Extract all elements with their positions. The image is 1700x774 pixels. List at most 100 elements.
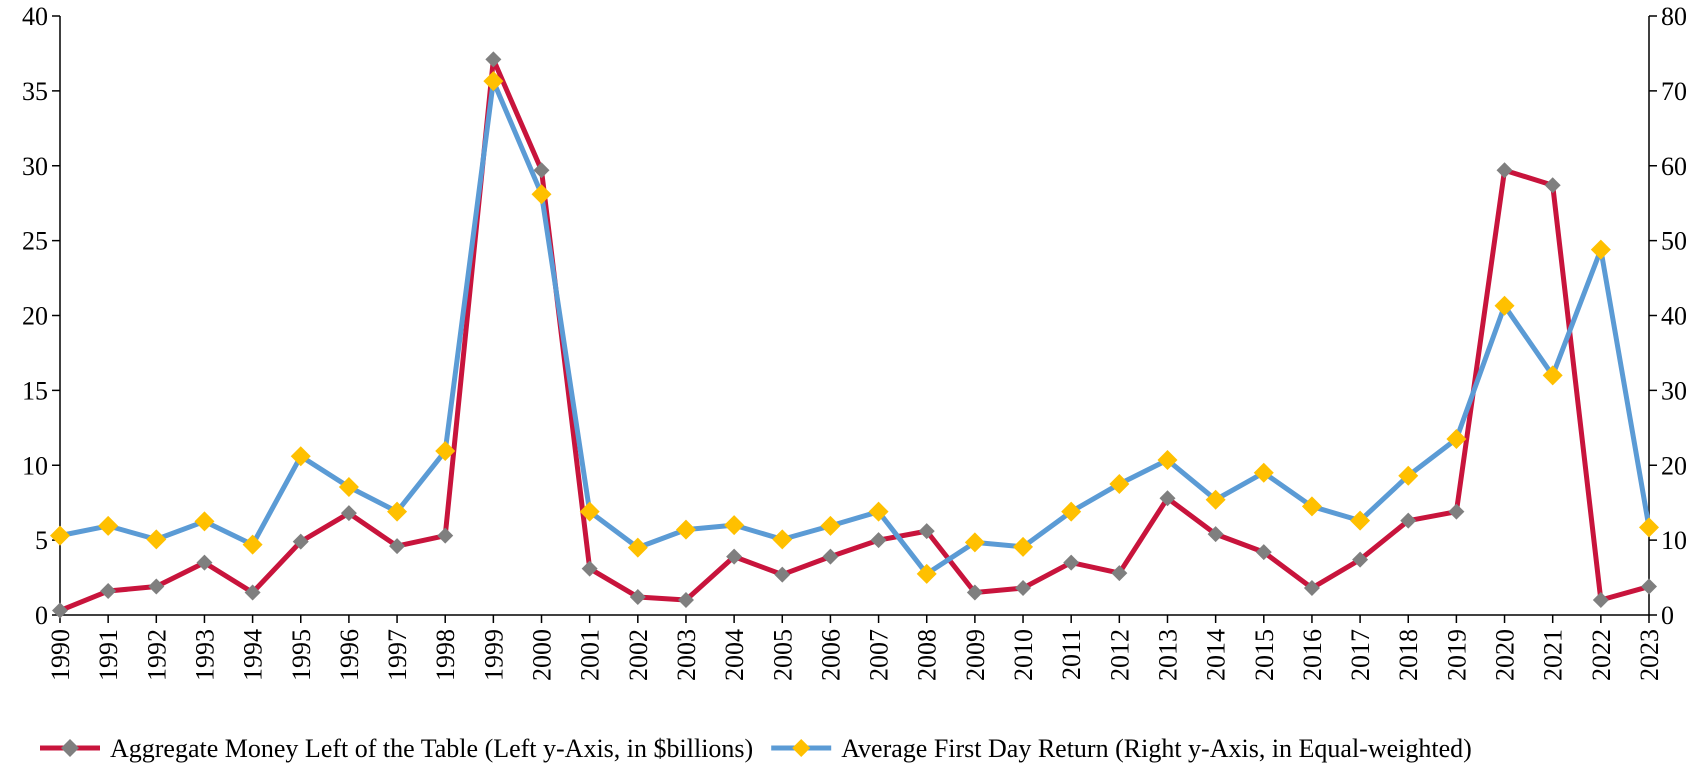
- y-tick-label: 20: [22, 302, 48, 331]
- legend-marker: [61, 739, 79, 757]
- y2-tick-label: 30: [1661, 376, 1687, 405]
- legend-label: Aggregate Money Left of the Table (Left …: [110, 734, 753, 763]
- legend-item: Aggregate Money Left of the Table (Left …: [40, 734, 753, 763]
- x-tick-label: 2010: [1009, 629, 1038, 681]
- series-marker: [1592, 592, 1609, 609]
- series-marker: [194, 511, 215, 532]
- series-marker: [1159, 490, 1176, 507]
- series-marker: [290, 446, 311, 467]
- x-tick-label: 2006: [816, 629, 845, 681]
- series-marker: [1015, 580, 1032, 597]
- series-marker: [1494, 295, 1515, 316]
- series-marker: [146, 529, 167, 550]
- series-marker: [964, 532, 985, 553]
- x-tick-label: 1994: [239, 629, 268, 681]
- y-tick-label: 10: [22, 451, 48, 480]
- series-marker: [1205, 489, 1226, 510]
- x-tick-label: 1997: [383, 629, 412, 681]
- x-tick-label: 2022: [1587, 629, 1616, 681]
- series-marker: [1398, 465, 1419, 486]
- legend-label: Average First Day Return (Right y-Axis, …: [841, 734, 1472, 763]
- x-tick-label: 2023: [1635, 629, 1664, 681]
- x-tick-label: 1993: [190, 629, 219, 681]
- series-marker: [822, 548, 839, 565]
- y-tick-label: 15: [22, 376, 48, 405]
- x-tick-label: 1992: [142, 629, 171, 681]
- x-tick-label: 1999: [479, 629, 508, 681]
- y2-tick-label: 20: [1661, 451, 1687, 480]
- series-marker: [1350, 510, 1371, 531]
- x-tick-label: 2007: [865, 629, 894, 681]
- x-tick-label: 1998: [431, 629, 460, 681]
- series-marker: [724, 515, 745, 536]
- y2-tick-label: 70: [1661, 77, 1687, 106]
- series-marker: [1542, 365, 1563, 386]
- legend-marker: [792, 739, 811, 757]
- x-tick-label: 2021: [1539, 629, 1568, 681]
- series-marker: [1109, 473, 1130, 494]
- y2-tick-label: 10: [1661, 526, 1687, 555]
- x-tick-label: 1990: [46, 629, 75, 681]
- series-marker: [726, 548, 743, 565]
- series-marker: [820, 515, 841, 536]
- series-marker: [292, 533, 309, 550]
- x-tick-label: 2004: [720, 629, 749, 681]
- y-tick-label: 25: [22, 227, 48, 256]
- series-marker: [387, 501, 408, 522]
- y2-tick-label: 40: [1661, 302, 1687, 331]
- x-tick-label: 2008: [913, 629, 942, 681]
- series-marker: [1157, 450, 1178, 471]
- x-tick-label: 2001: [576, 629, 605, 681]
- y-tick-label: 35: [22, 77, 48, 106]
- x-tick-label: 2005: [768, 629, 797, 681]
- series-marker: [868, 501, 889, 522]
- series-marker: [1013, 536, 1034, 557]
- y2-tick-label: 60: [1661, 152, 1687, 181]
- series-marker: [1111, 565, 1128, 582]
- x-tick-label: 2016: [1298, 629, 1327, 681]
- x-tick-label: 1995: [287, 629, 316, 681]
- series-marker: [629, 589, 646, 606]
- x-tick-label: 2000: [528, 629, 557, 681]
- x-tick-label: 2017: [1346, 629, 1375, 681]
- series-marker: [581, 560, 598, 577]
- series-marker: [627, 537, 648, 558]
- x-tick-label: 2015: [1250, 629, 1279, 681]
- x-tick-label: 1991: [94, 629, 123, 681]
- series-marker: [1400, 512, 1417, 529]
- x-tick-label: 2013: [1153, 629, 1182, 681]
- legend-item: Average First Day Return (Right y-Axis, …: [771, 734, 1472, 763]
- series-marker: [675, 519, 696, 540]
- series-marker: [196, 554, 213, 571]
- series-marker: [98, 515, 119, 536]
- series-marker: [100, 583, 117, 600]
- series-marker: [1639, 517, 1659, 538]
- x-tick-label: 2019: [1442, 629, 1471, 681]
- series-marker: [772, 529, 793, 550]
- y-tick-label: 30: [22, 152, 48, 181]
- series-marker: [437, 527, 454, 544]
- y-tick-label: 0: [35, 601, 48, 630]
- series-marker: [1061, 501, 1082, 522]
- x-tick-label: 2018: [1394, 629, 1423, 681]
- series-marker: [1253, 462, 1274, 483]
- series-marker: [52, 602, 68, 619]
- series-marker: [483, 71, 504, 92]
- y-tick-label: 5: [35, 526, 48, 555]
- series-marker: [148, 578, 165, 595]
- series-marker: [533, 162, 550, 179]
- y2-tick-label: 50: [1661, 227, 1687, 256]
- series-marker: [1590, 239, 1611, 260]
- series-marker: [242, 534, 263, 555]
- series-marker: [1446, 429, 1467, 450]
- series-marker: [579, 501, 600, 522]
- series-marker: [485, 51, 502, 68]
- series-marker: [1496, 162, 1513, 179]
- series-marker: [244, 584, 261, 601]
- x-tick-label: 2014: [1202, 629, 1231, 681]
- series-marker: [1063, 554, 1080, 571]
- x-tick-label: 2011: [1057, 629, 1086, 680]
- series-marker: [1255, 544, 1272, 561]
- series-marker: [1544, 177, 1561, 194]
- x-tick-label: 2012: [1105, 629, 1134, 681]
